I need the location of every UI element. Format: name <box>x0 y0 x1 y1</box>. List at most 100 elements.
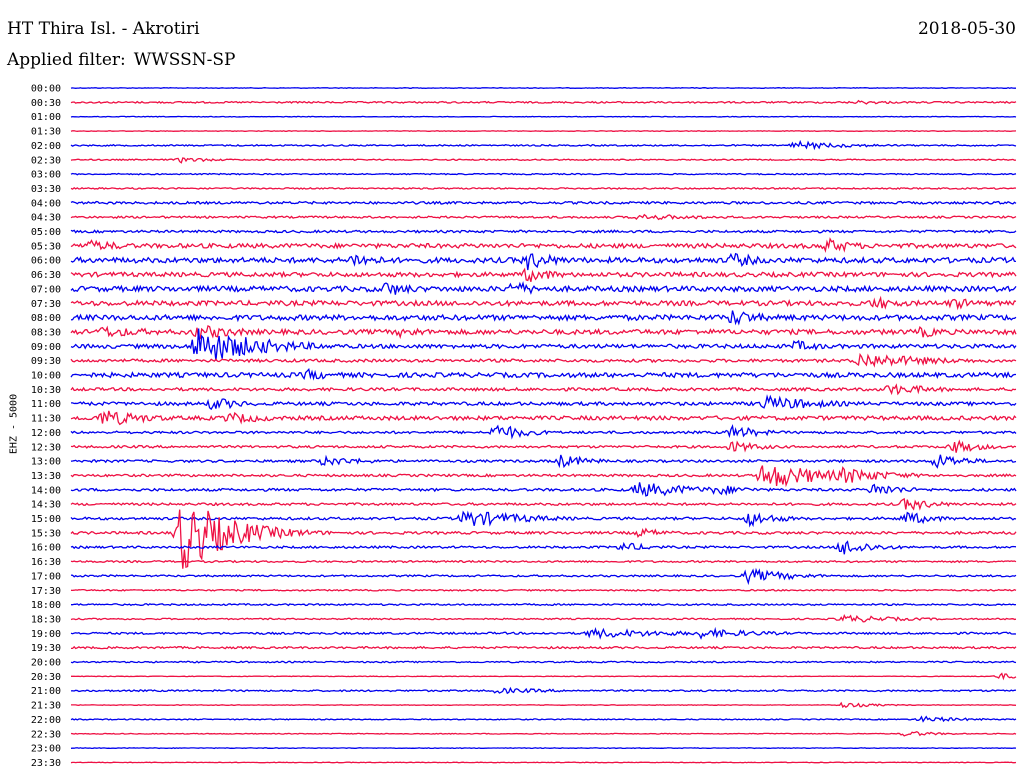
record-date: 2018-05-30 <box>917 19 1016 39</box>
seismic-trace <box>71 672 1017 681</box>
time-label: 05:30 <box>31 241 61 252</box>
filter-line: Applied filter: WWSSN-SP <box>7 50 235 70</box>
seismic-trace <box>71 701 1017 709</box>
time-label: 19:00 <box>31 629 61 640</box>
time-label: 13:30 <box>31 471 61 482</box>
seismic-trace <box>70 213 1017 221</box>
time-label: 23:00 <box>31 744 61 755</box>
seismic-trace <box>70 367 1016 381</box>
seismic-trace <box>70 99 1017 105</box>
seismic-trace <box>70 497 1017 511</box>
seismic-trace <box>70 686 1017 695</box>
time-label: 11:00 <box>31 399 61 410</box>
time-label: 00:30 <box>31 98 61 109</box>
time-label: 20:30 <box>31 672 61 683</box>
time-label: 14:30 <box>31 500 61 511</box>
time-label: 15:00 <box>31 514 61 525</box>
time-label: 11:30 <box>31 414 61 425</box>
time-label: 02:30 <box>31 155 61 166</box>
time-label: 22:00 <box>31 715 61 726</box>
time-label: 16:00 <box>31 543 61 554</box>
time-label: 14:00 <box>31 485 61 496</box>
time-label: 17:00 <box>31 571 61 582</box>
station-title: HT Thira Isl. - Akrotiri <box>7 19 200 39</box>
time-label: 21:30 <box>31 701 61 712</box>
time-label: 15:30 <box>31 528 61 539</box>
time-label: 21:00 <box>31 686 61 697</box>
seismic-trace <box>70 295 1017 311</box>
seismic-trace <box>70 237 1017 253</box>
time-label: 02:00 <box>31 141 61 152</box>
seismic-trace <box>70 410 1017 426</box>
time-label: 20:00 <box>31 658 61 669</box>
seismic-trace <box>70 614 1017 623</box>
time-label: 19:30 <box>31 643 61 654</box>
seismic-trace <box>70 423 1017 440</box>
seismic-trace <box>70 454 1017 469</box>
time-label: 12:00 <box>31 428 61 439</box>
time-label: 09:30 <box>31 356 61 367</box>
seismic-trace <box>70 761 1017 764</box>
time-label: 08:30 <box>31 327 61 338</box>
time-label: 18:30 <box>31 614 61 625</box>
seismic-trace <box>70 383 1017 396</box>
seismic-trace <box>70 747 1017 750</box>
seismic-trace <box>70 267 1017 282</box>
time-label: 13:00 <box>31 457 61 468</box>
seismic-trace <box>70 229 1017 234</box>
seismic-trace <box>70 567 1017 586</box>
seismic-trace <box>71 394 1017 411</box>
time-label: 03:00 <box>31 170 61 181</box>
time-label: 03:30 <box>31 184 61 195</box>
seismic-trace <box>70 172 1017 176</box>
time-label: 08:00 <box>31 313 61 324</box>
time-label: 07:00 <box>31 284 61 295</box>
seismic-trace <box>70 87 1016 89</box>
time-label: 23:30 <box>31 758 61 769</box>
seismic-trace <box>71 645 1017 650</box>
time-label: 09:00 <box>31 342 61 353</box>
filter-value: WWSSN-SP <box>133 50 236 70</box>
seismic-trace <box>70 588 1017 592</box>
seismic-trace <box>70 559 1017 564</box>
seismic-trace <box>70 660 1017 664</box>
seismic-trace <box>70 200 1017 206</box>
time-label: 04:30 <box>31 213 61 224</box>
time-label: 06:30 <box>31 270 61 281</box>
seismic-trace <box>70 139 1017 151</box>
time-label: 22:30 <box>31 729 61 740</box>
seismic-trace <box>70 130 1017 132</box>
time-label: 17:30 <box>31 586 61 597</box>
seismic-trace <box>70 540 1017 555</box>
seismic-trace <box>70 281 1017 295</box>
time-label: 18:00 <box>31 600 61 611</box>
seismic-trace <box>70 310 1017 326</box>
time-label: 01:30 <box>31 127 61 138</box>
seismic-trace <box>70 510 1017 528</box>
time-label: 07:30 <box>31 299 61 310</box>
seismic-trace <box>70 465 1017 488</box>
seismic-trace <box>70 252 1017 271</box>
filter-label: Applied filter: <box>7 50 126 70</box>
seismic-trace <box>71 602 1017 607</box>
time-label: 00:00 <box>31 84 61 95</box>
seismic-trace <box>70 186 1017 190</box>
seismic-trace <box>70 730 1017 737</box>
seismic-trace <box>70 439 1017 453</box>
seismic-trace <box>70 509 1017 569</box>
seismic-trace <box>70 626 1017 640</box>
seismic-trace <box>70 115 1017 118</box>
seismic-trace <box>70 328 1017 361</box>
time-label: 10:30 <box>31 385 61 396</box>
time-label: 04:00 <box>31 198 61 209</box>
seismic-trace <box>70 352 1017 368</box>
time-label: 16:30 <box>31 557 61 568</box>
time-label: 01:00 <box>31 112 61 123</box>
seismic-trace <box>70 157 1017 164</box>
time-label: 12:30 <box>31 442 61 453</box>
time-label: 05:00 <box>31 227 61 238</box>
seismic-trace <box>70 715 1017 723</box>
seismic-trace <box>70 324 1017 340</box>
time-label: 06:00 <box>31 256 61 267</box>
